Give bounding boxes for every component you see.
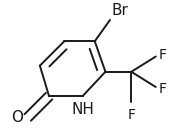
Text: F: F xyxy=(127,108,135,122)
Text: Br: Br xyxy=(111,3,128,18)
Text: F: F xyxy=(159,48,167,62)
Text: F: F xyxy=(159,82,167,95)
Text: O: O xyxy=(11,110,23,125)
Text: NH: NH xyxy=(71,102,94,117)
